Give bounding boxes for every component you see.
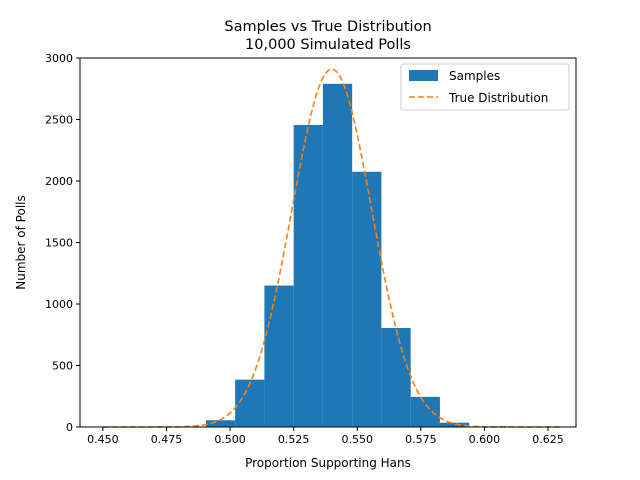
histogram-bar	[411, 397, 440, 427]
x-tick-label: 0.625	[532, 433, 564, 446]
histogram-bar	[381, 328, 410, 427]
y-tick-label: 1000	[45, 298, 73, 311]
y-tick-label: 0	[66, 421, 73, 434]
legend-label-true-distribution: True Distribution	[448, 91, 548, 105]
histogram-bar	[294, 125, 323, 427]
y-tick-label: 500	[52, 360, 73, 373]
histogram-bar	[235, 380, 264, 427]
legend: Samples True Distribution	[401, 64, 569, 110]
x-tick-label: 0.500	[214, 433, 246, 446]
y-tick-label: 1500	[45, 237, 73, 250]
legend-label-samples: Samples	[449, 69, 500, 83]
x-tick-label: 0.450	[87, 433, 119, 446]
legend-swatch-samples	[409, 70, 438, 81]
y-tick-label: 2000	[45, 175, 73, 188]
histogram-bar	[264, 286, 293, 427]
x-tick-label: 0.525	[278, 433, 310, 446]
x-tick-label: 0.600	[469, 433, 501, 446]
histogram-bar	[352, 172, 381, 427]
y-tick-label: 3000	[45, 52, 73, 65]
chart-title: Samples vs True Distribution	[224, 19, 431, 35]
y-tick-label: 2500	[45, 114, 73, 127]
chart-subtitle: 10,000 Simulated Polls	[245, 37, 411, 53]
histogram-bar	[206, 420, 235, 427]
x-tick-label: 0.475	[151, 433, 183, 446]
histogram-bar	[323, 84, 352, 427]
x-tick-label: 0.550	[342, 433, 374, 446]
x-axis-label: Proportion Supporting Hans	[245, 456, 411, 470]
x-tick-label: 0.575	[405, 433, 437, 446]
y-axis-label: Number of Polls	[14, 195, 28, 289]
